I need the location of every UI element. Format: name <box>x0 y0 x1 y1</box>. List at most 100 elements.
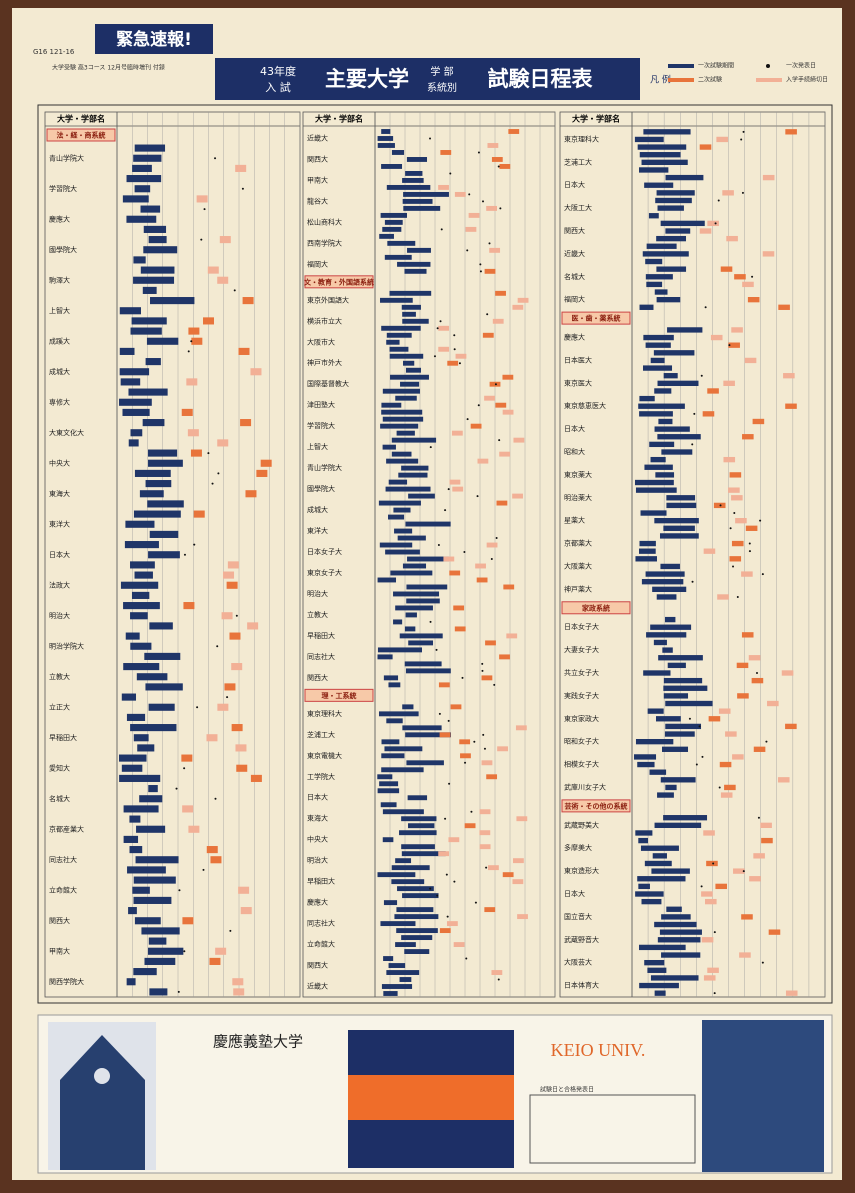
exam-bar <box>382 444 396 450</box>
university-name: 東京薬大 <box>564 470 592 479</box>
exam-bar <box>657 434 701 440</box>
exam-bar <box>400 381 420 387</box>
result-dot <box>446 915 449 918</box>
university-name: 専修大 <box>49 397 70 406</box>
result-dot <box>235 614 238 617</box>
exam-bar <box>650 975 699 981</box>
university-name: 実践女子大 <box>564 691 599 700</box>
second-exam <box>515 725 527 731</box>
result-dot <box>495 537 498 540</box>
second-exam <box>187 429 199 437</box>
second-exam <box>499 654 510 660</box>
second-exam <box>460 753 471 759</box>
exam-bar <box>382 388 420 394</box>
title-exam: 入 試 <box>265 80 291 94</box>
second-exam <box>737 693 749 699</box>
exam-bar <box>380 212 407 218</box>
exam-bar <box>658 655 703 661</box>
university-name: 東洋大 <box>307 526 328 535</box>
second-exam <box>729 556 742 562</box>
exam-bar <box>666 495 696 501</box>
result-dot <box>211 482 214 485</box>
second-exam <box>240 907 252 915</box>
university-name: 芝浦工大 <box>564 157 592 166</box>
result-dot <box>482 200 485 203</box>
exam-bar <box>133 276 175 284</box>
second-exam <box>465 226 477 232</box>
university-name: 東京電機大 <box>307 751 342 760</box>
second-exam <box>479 809 491 815</box>
exam-bar <box>654 517 699 524</box>
result-dot <box>435 648 438 651</box>
result-dot <box>477 151 480 154</box>
exam-bar <box>634 754 657 760</box>
exam-bar <box>150 297 195 305</box>
second-exam <box>753 746 766 752</box>
title-box <box>215 58 640 100</box>
second-exam <box>748 655 761 661</box>
exam-bar <box>644 959 665 966</box>
section-head: 法・経・商系統 <box>57 131 106 140</box>
exam-bar <box>381 129 391 134</box>
second-exam <box>438 325 450 331</box>
result-dot <box>187 350 190 353</box>
exam-bar <box>134 571 153 579</box>
exam-bar <box>641 898 662 905</box>
second-exam <box>238 886 250 894</box>
university-name: 東京医大 <box>564 378 592 387</box>
result-dot <box>183 950 186 953</box>
second-exam <box>487 143 499 148</box>
exam-bar <box>402 177 424 183</box>
second-exam <box>512 493 523 499</box>
exam-bar <box>659 929 702 935</box>
exam-bar <box>391 451 412 457</box>
university-name: 同志社大 <box>49 855 77 864</box>
result-dot <box>178 889 181 892</box>
exam-bar <box>665 723 702 730</box>
second-exam <box>492 318 504 324</box>
second-exam <box>439 928 451 934</box>
exam-bar <box>393 591 440 597</box>
second-exam <box>707 388 719 394</box>
second-exam <box>701 937 714 943</box>
exam-bar <box>132 164 152 172</box>
exam-bar <box>393 619 403 625</box>
university-name: 近畿大 <box>307 133 328 142</box>
second-exam <box>736 662 749 669</box>
title-main: 主要大学 <box>325 67 409 91</box>
exam-bar <box>406 584 448 590</box>
university-name: 明治薬大 <box>564 493 592 502</box>
second-exam <box>188 825 200 833</box>
legend-swatch <box>756 78 782 82</box>
exam-bar <box>404 949 430 955</box>
exam-bar <box>148 236 167 244</box>
university-name: 武庫川女子大 <box>564 782 606 791</box>
legend-title: 凡 例 <box>650 74 671 86</box>
exam-bar <box>135 856 179 864</box>
result-dot <box>207 452 210 455</box>
second-exam <box>482 332 494 338</box>
second-exam <box>719 761 732 768</box>
exam-bar <box>122 195 149 203</box>
exam-bar <box>378 500 421 506</box>
second-exam <box>723 380 735 387</box>
result-dot <box>742 130 745 133</box>
exam-bar <box>639 411 673 417</box>
exam-bar <box>666 502 697 509</box>
second-exam <box>210 856 222 864</box>
exam-bar <box>120 581 159 589</box>
second-exam <box>513 858 524 864</box>
exam-bar <box>401 465 429 471</box>
exam-bar <box>134 144 166 152</box>
result-dot <box>691 443 694 446</box>
second-exam <box>447 360 459 366</box>
exam-bar <box>643 129 691 135</box>
second-exam <box>495 402 507 408</box>
exam-bar <box>393 507 411 513</box>
result-dot <box>429 446 432 449</box>
section-head-box <box>304 275 374 289</box>
university-name: 明治大 <box>49 611 70 620</box>
legend-label: 二次試験 <box>698 76 722 84</box>
exam-bar <box>645 258 663 265</box>
